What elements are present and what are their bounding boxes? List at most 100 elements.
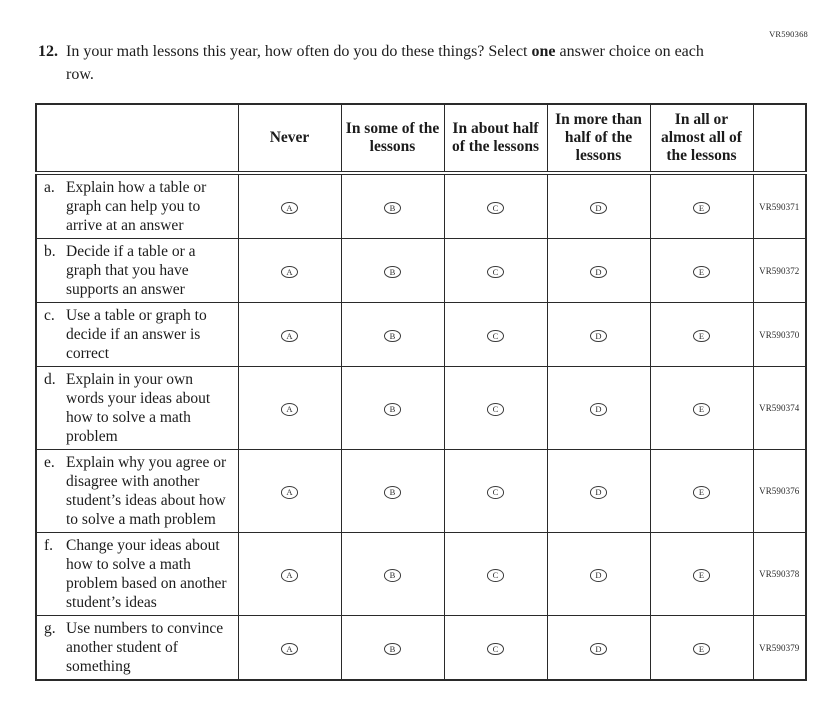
cell-some: B	[340, 172, 445, 239]
cell-about-half: C	[443, 532, 548, 616]
bubble-never[interactable]: A	[281, 329, 298, 342]
bubble-letter: A	[286, 570, 293, 580]
bubble-some[interactable]: B	[384, 403, 401, 416]
question-text: In your math lessons this year, how ofte…	[66, 40, 706, 86]
row-text: Use numbers to convince another student …	[66, 620, 224, 675]
table-row-g: g. Use numbers to convince another studen…	[35, 615, 807, 681]
bubble-some[interactable]: B	[384, 486, 401, 499]
bubble-letter: E	[698, 202, 705, 213]
cell-all: E	[649, 238, 754, 303]
row-letter: f.	[44, 537, 54, 554]
bubble-all[interactable]: E	[693, 403, 710, 416]
bubble-never[interactable]: A	[281, 569, 298, 582]
table-row-d: d. Explain in your own words your ideas a…	[35, 366, 807, 450]
row-text: Use a table or graph to decide if an ans…	[66, 307, 207, 362]
bubble-letter: E	[698, 487, 705, 497]
row-vr-code: VR590370	[752, 302, 807, 367]
bubble-never[interactable]: A	[281, 486, 298, 499]
row-vr-code: VR590372	[752, 238, 807, 303]
bubble-letter: E	[698, 266, 705, 277]
bubble-letter: C	[492, 404, 499, 414]
cell-about-half: C	[443, 615, 548, 681]
cell-never: A	[237, 449, 342, 533]
bubble-about-half[interactable]: C	[487, 569, 504, 582]
bubble-some[interactable]: B	[384, 642, 401, 655]
bubble-letter: B	[389, 266, 396, 277]
bubble-about-half[interactable]: C	[487, 329, 504, 342]
bubble-some[interactable]: B	[384, 201, 401, 214]
header-about-half: In about half of the lessons	[443, 103, 548, 175]
bubble-more-half[interactable]: D	[590, 201, 607, 214]
question-12: 12. In your math lessons this year, how …	[38, 40, 728, 86]
bubble-some[interactable]: B	[384, 329, 401, 342]
bubble-about-half[interactable]: C	[487, 642, 504, 655]
bubble-more-half[interactable]: D	[590, 403, 607, 416]
row-label: d. Explain in your own words your ideas a…	[35, 366, 239, 450]
row-text: Explain in your own words your ideas abo…	[66, 371, 211, 445]
bubble-all[interactable]: E	[693, 329, 710, 342]
bubble-letter: C	[492, 570, 499, 580]
cell-some: B	[340, 238, 445, 303]
bubble-all[interactable]: E	[693, 201, 710, 214]
bubble-more-half[interactable]: D	[590, 486, 607, 499]
bubble-about-half[interactable]: C	[487, 201, 504, 214]
header-some: In some of the lessons	[340, 103, 445, 175]
row-text: Decide if a table or a graph that you ha…	[66, 243, 196, 298]
bubble-some[interactable]: B	[384, 265, 401, 278]
row-letter: e.	[44, 454, 55, 471]
bubble-letter: A	[286, 202, 293, 213]
bubble-more-half[interactable]: D	[590, 642, 607, 655]
header-vr-empty	[752, 103, 807, 175]
bubble-never[interactable]: A	[281, 201, 298, 214]
row-vr-code: VR590376	[752, 449, 807, 533]
cell-never: A	[237, 532, 342, 616]
bubble-all[interactable]: E	[693, 569, 710, 582]
bubble-never[interactable]: A	[281, 403, 298, 416]
bubble-more-half[interactable]: D	[590, 329, 607, 342]
question-text-end: answer choice on each row.	[66, 43, 704, 83]
bubble-letter: A	[286, 266, 293, 277]
table-row-b: b. Decide if a table or a graph that you …	[35, 238, 807, 303]
row-label: g. Use numbers to convince another studen…	[35, 615, 239, 681]
bubble-letter: C	[492, 643, 499, 654]
question-text-start: In your math lessons this year, how ofte…	[66, 43, 532, 60]
row-vr-code: VR590378	[752, 532, 807, 616]
bubble-letter: D	[595, 404, 602, 414]
bubble-some[interactable]: B	[384, 569, 401, 582]
bubble-all[interactable]: E	[693, 642, 710, 655]
bubble-letter: D	[595, 487, 602, 497]
cell-more-half: D	[546, 172, 651, 239]
bubble-letter: C	[492, 330, 499, 341]
cell-all: E	[649, 449, 754, 533]
cell-some: B	[340, 366, 445, 450]
cell-more-half: D	[546, 532, 651, 616]
bubble-about-half[interactable]: C	[487, 403, 504, 416]
bubble-letter: D	[595, 330, 602, 341]
bubble-all[interactable]: E	[693, 486, 710, 499]
bubble-letter: C	[492, 202, 499, 213]
bubble-about-half[interactable]: C	[487, 486, 504, 499]
header-more-half: In more than half of the lessons	[546, 103, 651, 175]
row-label: f. Change your ideas about how to solve a…	[35, 532, 239, 616]
bubble-all[interactable]: E	[693, 265, 710, 278]
bubble-letter: B	[389, 404, 396, 414]
header-empty	[35, 103, 239, 175]
bubble-more-half[interactable]: D	[590, 569, 607, 582]
bubble-about-half[interactable]: C	[487, 265, 504, 278]
bubble-never[interactable]: A	[281, 642, 298, 655]
bubble-never[interactable]: A	[281, 265, 298, 278]
cell-some: B	[340, 449, 445, 533]
cell-more-half: D	[546, 615, 651, 681]
bubble-letter: B	[389, 570, 396, 580]
row-vr-code: VR590379	[752, 615, 807, 681]
cell-about-half: C	[443, 172, 548, 239]
row-vr-code: VR590374	[752, 366, 807, 450]
bubble-letter: B	[389, 487, 396, 497]
bubble-more-half[interactable]: D	[590, 265, 607, 278]
bubble-letter: A	[286, 643, 293, 654]
bubble-letter: E	[698, 330, 705, 341]
cell-some: B	[340, 532, 445, 616]
table-row-f: f. Change your ideas about how to solve a…	[35, 532, 807, 616]
cell-some: B	[340, 302, 445, 367]
row-letter: d.	[44, 371, 56, 388]
